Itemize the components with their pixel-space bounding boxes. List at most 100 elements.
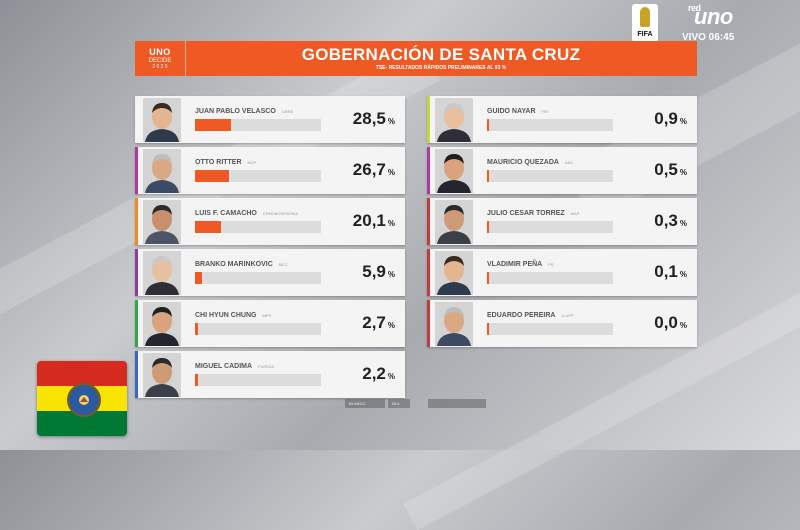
party-color-stripe (135, 147, 138, 194)
candidate-name-text: JUAN PABLO VELASCO (195, 108, 276, 115)
candidate-card: VLADIMIR PEÑA PS 0,1% (427, 249, 697, 296)
percent-symbol: % (387, 168, 395, 177)
candidate-name: JUAN PABLO VELASCO LIBRE (195, 108, 293, 115)
candidate-photo (143, 353, 181, 397)
vote-percentage-value: 0,3 (654, 211, 678, 230)
party-label: NGP (247, 160, 257, 165)
candidate-photo (143, 251, 181, 295)
vote-percentage-value: 0,1 (654, 262, 678, 281)
party-color-stripe (135, 198, 138, 245)
vote-bar-fill (487, 119, 489, 131)
live-clock: VIVO 06:45 (682, 32, 735, 43)
candidate-name: JULIO CESAR TORREZ MAP (487, 210, 579, 217)
candidate-name-text: OTTO RITTER (195, 159, 242, 166)
logo-line-3: 2 0 2 5 (152, 63, 168, 70)
vote-percentage: 20,1% (353, 211, 395, 231)
candidate-card: JUAN PABLO VELASCO LIBRE 28,5% (135, 96, 405, 143)
candidate-name: CHI HYUN CHUNG MPS (195, 312, 271, 319)
bolivia-flag (37, 361, 127, 436)
fifa-world-cup-icon: FIFA (632, 4, 658, 42)
vote-bar-fill (195, 374, 198, 386)
candidate-photo (435, 251, 473, 295)
vote-percentage-value: 2,7 (362, 313, 386, 332)
candidate-name: OTTO RITTER NGP (195, 159, 256, 166)
vote-percentage: 26,7% (353, 160, 395, 180)
party-label: LIBRE (281, 109, 294, 114)
vote-percentage-value: 20,1 (352, 211, 386, 230)
results-header: UNO DECIDE 2 0 2 5 GOBERNACIÓN DE SANTA … (135, 41, 697, 76)
party-label: FRI (541, 109, 548, 114)
network-prefix: red (688, 3, 701, 13)
candidate-card: MAURICIO QUEZADA ADC 0,5% (427, 147, 697, 194)
vote-bar-fill (487, 272, 489, 284)
ticker-mid: NUL (388, 399, 410, 408)
party-color-stripe (135, 96, 138, 143)
page-subtitle: TSE- RESULTADOS RÁPIDOS PRELIMINARES AL … (375, 65, 507, 71)
vote-percentage-value: 0,5 (654, 160, 678, 179)
candidate-name: MIGUEL CADIMA FUERZA (195, 363, 274, 370)
percent-symbol: % (679, 321, 687, 330)
vote-percentage: 28,5% (353, 109, 395, 129)
candidate-card: MIGUEL CADIMA FUERZA 2,2% (135, 351, 405, 398)
vote-bar-fill (195, 119, 232, 131)
party-label: MPS (262, 313, 272, 318)
vote-bar-fill (195, 323, 199, 335)
percent-symbol: % (387, 321, 395, 330)
percent-symbol: % (679, 219, 687, 228)
percent-symbol: % (679, 270, 687, 279)
candidate-name-text: LUIS F. CAMACHO (195, 210, 257, 217)
vote-bar-fill (195, 221, 221, 233)
party-label: MAP (570, 211, 580, 216)
candidate-card: JULIO CESAR TORREZ MAP 0,3% (427, 198, 697, 245)
logo-line-1: UNO (149, 46, 171, 57)
candidate-name-text: BRANKO MARINKOVIC (195, 261, 273, 268)
ticker-right (428, 399, 486, 408)
candidate-name: LUIS F. CAMACHO CREEMOS/PATRIA (195, 210, 298, 217)
party-label: CREEMOS/PATRIA (262, 211, 299, 216)
candidate-name: EDUARDO PEREIRA A-UPP (487, 312, 574, 319)
candidate-card: EDUARDO PEREIRA A-UPP 0,0% (427, 300, 697, 347)
vote-bar-fill (487, 323, 489, 335)
party-color-stripe (427, 300, 430, 347)
party-color-stripe (135, 351, 138, 398)
broadcast-branding: FIFA red uno VIVO 06:45 (632, 3, 790, 46)
candidate-name: VLADIMIR PEÑA PS (487, 261, 554, 268)
vote-percentage-value: 0,0 (654, 313, 678, 332)
candidate-photo (435, 149, 473, 193)
party-color-stripe (427, 147, 430, 194)
candidate-name-text: EDUARDO PEREIRA (487, 312, 556, 319)
vote-bar-track (195, 119, 321, 131)
candidate-name: MAURICIO QUEZADA ADC (487, 159, 573, 166)
candidate-card: GUIDO NAYAR FRI 0,9% (427, 96, 697, 143)
vote-bar-fill (487, 170, 489, 182)
candidate-name-text: GUIDO NAYAR (487, 108, 536, 115)
party-label: MCC (278, 262, 288, 267)
vote-bar-track (487, 272, 613, 284)
candidate-card: LUIS F. CAMACHO CREEMOS/PATRIA 20,1% (135, 198, 405, 245)
candidate-photo (435, 200, 473, 244)
percent-symbol: % (679, 117, 687, 126)
percent-symbol: % (387, 270, 395, 279)
vote-percentage-value: 5,9 (362, 262, 386, 281)
vote-bar-fill (487, 221, 489, 233)
candidate-photo (143, 98, 181, 142)
candidate-name-text: MIGUEL CADIMA (195, 363, 253, 370)
candidate-name-text: MAURICIO QUEZADA (487, 159, 559, 166)
candidate-name-text: VLADIMIR PEÑA (487, 261, 543, 268)
vote-bar-fill (195, 272, 203, 284)
party-color-stripe (427, 249, 430, 296)
vote-percentage: 5,9% (362, 262, 395, 282)
vote-percentage-value: 0,9 (654, 109, 678, 128)
candidate-name: GUIDO NAYAR FRI (487, 108, 548, 115)
vote-percentage-value: 28,5 (352, 109, 386, 128)
vote-percentage: 0,0% (654, 313, 687, 333)
vote-bar-track (195, 272, 321, 284)
vote-bar-track (195, 170, 321, 182)
candidate-photo (143, 302, 181, 346)
network-logo: red uno (688, 3, 733, 30)
vote-bar-track (195, 221, 321, 233)
uno-decide-logo: UNO DECIDE 2 0 2 5 (135, 41, 186, 76)
fifa-label: FIFA (637, 31, 653, 38)
ticker-left: BLANCO (345, 399, 385, 408)
vote-percentage: 2,7% (362, 313, 395, 333)
